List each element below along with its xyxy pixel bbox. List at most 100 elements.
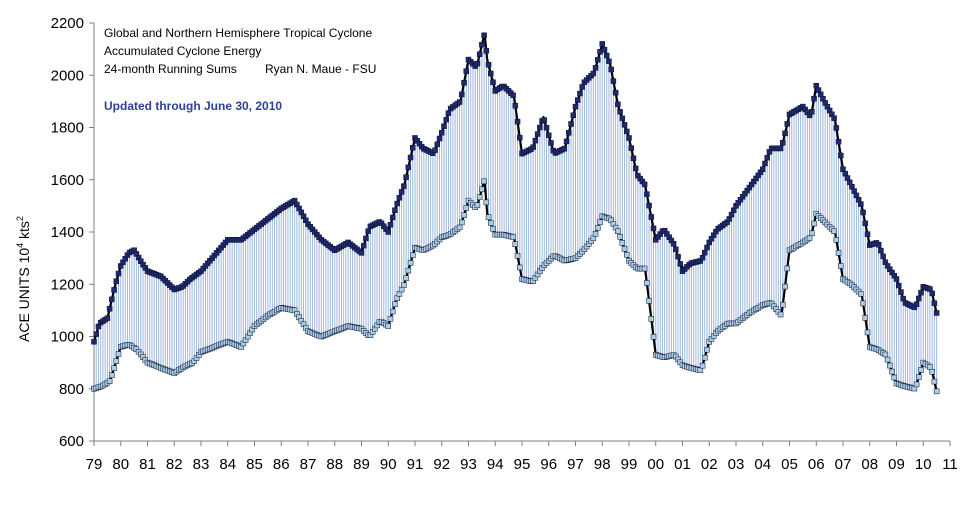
nh-data-point bbox=[476, 194, 483, 201]
global-data-point bbox=[490, 79, 496, 85]
global-data-point bbox=[541, 117, 548, 123]
global-data-point bbox=[365, 228, 371, 234]
global-data-point bbox=[933, 310, 940, 316]
global-data-point bbox=[363, 235, 369, 242]
global-data-point bbox=[624, 128, 630, 135]
global-data-point bbox=[476, 51, 483, 57]
nh-data-point bbox=[784, 265, 791, 272]
global-data-point bbox=[630, 155, 637, 162]
global-data-point bbox=[481, 32, 487, 39]
nh-data-point bbox=[931, 378, 938, 385]
global-data-point bbox=[704, 244, 710, 251]
nh-data-point bbox=[401, 282, 407, 288]
nh-data-point bbox=[474, 202, 481, 209]
x-tick-label: 82 bbox=[166, 456, 183, 473]
global-data-point bbox=[650, 225, 657, 232]
nh-data-point bbox=[831, 228, 837, 234]
global-data-point bbox=[621, 122, 628, 128]
global-data-point bbox=[439, 129, 445, 136]
x-tick-label: 08 bbox=[861, 456, 878, 473]
y-tick-label: 1200 bbox=[51, 276, 84, 293]
global-data-point bbox=[510, 92, 516, 99]
nh-data-point bbox=[517, 264, 523, 271]
nh-data-point bbox=[641, 265, 648, 272]
nh-data-point bbox=[481, 178, 487, 185]
global-data-point bbox=[572, 103, 579, 110]
nh-data-point bbox=[889, 368, 895, 375]
global-data-point bbox=[389, 214, 396, 221]
global-data-point bbox=[111, 287, 117, 293]
global-data-point bbox=[463, 68, 470, 74]
global-data-point bbox=[590, 70, 597, 77]
nh-data-point bbox=[115, 351, 122, 357]
nh-data-point bbox=[590, 235, 597, 242]
global-data-point bbox=[403, 174, 409, 180]
nh-data-point bbox=[106, 378, 113, 384]
nh-data-point bbox=[648, 316, 655, 322]
x-tick-label: 99 bbox=[621, 456, 638, 473]
y-tick-label: 1000 bbox=[51, 329, 84, 346]
nh-data-point bbox=[459, 219, 465, 226]
global-data-point bbox=[777, 145, 784, 152]
nh-data-point bbox=[860, 300, 866, 307]
global-data-point bbox=[878, 247, 884, 254]
x-tick-label: 88 bbox=[326, 456, 343, 473]
nh-data-point bbox=[403, 275, 409, 281]
global-data-point bbox=[563, 138, 570, 145]
nh-data-point bbox=[884, 356, 891, 363]
range-fill-lines bbox=[93, 35, 938, 392]
nh-data-point bbox=[385, 323, 391, 329]
global-data-point bbox=[835, 138, 842, 145]
global-data-point bbox=[485, 62, 492, 68]
nh-data-point bbox=[702, 354, 708, 361]
nh-data-point bbox=[864, 329, 871, 336]
global-data-point bbox=[548, 140, 554, 146]
global-data-point bbox=[483, 48, 490, 54]
global-data-point bbox=[628, 145, 634, 151]
global-data-point bbox=[577, 90, 583, 97]
global-data-point bbox=[931, 300, 938, 306]
nh-data-point bbox=[777, 311, 784, 318]
global-data-point bbox=[592, 65, 599, 71]
global-data-point bbox=[838, 152, 844, 159]
global-data-point bbox=[762, 160, 768, 167]
global-data-point bbox=[93, 331, 99, 337]
nh-data-point bbox=[387, 316, 394, 322]
global-data-point bbox=[432, 147, 438, 153]
x-tick-label: 95 bbox=[514, 456, 531, 473]
x-tick-label: 79 bbox=[86, 456, 103, 473]
series-lines bbox=[91, 32, 940, 395]
nh-data-point bbox=[835, 250, 842, 256]
global-data-point bbox=[862, 220, 869, 227]
global-data-point bbox=[461, 80, 467, 86]
nh-data-point bbox=[615, 228, 621, 235]
x-tick-label: 02 bbox=[701, 456, 718, 473]
nh-data-point bbox=[479, 186, 485, 193]
nh-data-point bbox=[699, 362, 706, 369]
global-data-point bbox=[699, 254, 706, 261]
x-tick-label: 93 bbox=[460, 456, 477, 473]
x-tick-label: 97 bbox=[567, 456, 584, 473]
global-data-point bbox=[895, 282, 902, 289]
global-data-point bbox=[595, 57, 601, 63]
global-data-point bbox=[574, 97, 581, 103]
global-data-point bbox=[109, 296, 115, 303]
nh-data-point bbox=[514, 253, 521, 259]
global-data-point bbox=[113, 278, 120, 284]
nh-data-point bbox=[592, 230, 599, 237]
nh-data-point bbox=[617, 234, 623, 240]
nh-data-point bbox=[485, 214, 492, 220]
nh-data-point bbox=[463, 205, 470, 211]
global-data-point bbox=[610, 78, 617, 84]
x-tick-label: 11 bbox=[942, 456, 958, 473]
global-data-point bbox=[880, 253, 886, 260]
nh-data-point bbox=[806, 235, 813, 241]
global-data-point bbox=[603, 52, 610, 59]
chart-title-line-1: Global and Northern Hemisphere Tropical … bbox=[104, 26, 372, 40]
nh-data-point bbox=[697, 367, 704, 373]
x-tick-label: 07 bbox=[835, 456, 852, 473]
global-data-point bbox=[104, 315, 111, 321]
global-data-point bbox=[534, 131, 541, 137]
global-data-point bbox=[615, 101, 621, 108]
